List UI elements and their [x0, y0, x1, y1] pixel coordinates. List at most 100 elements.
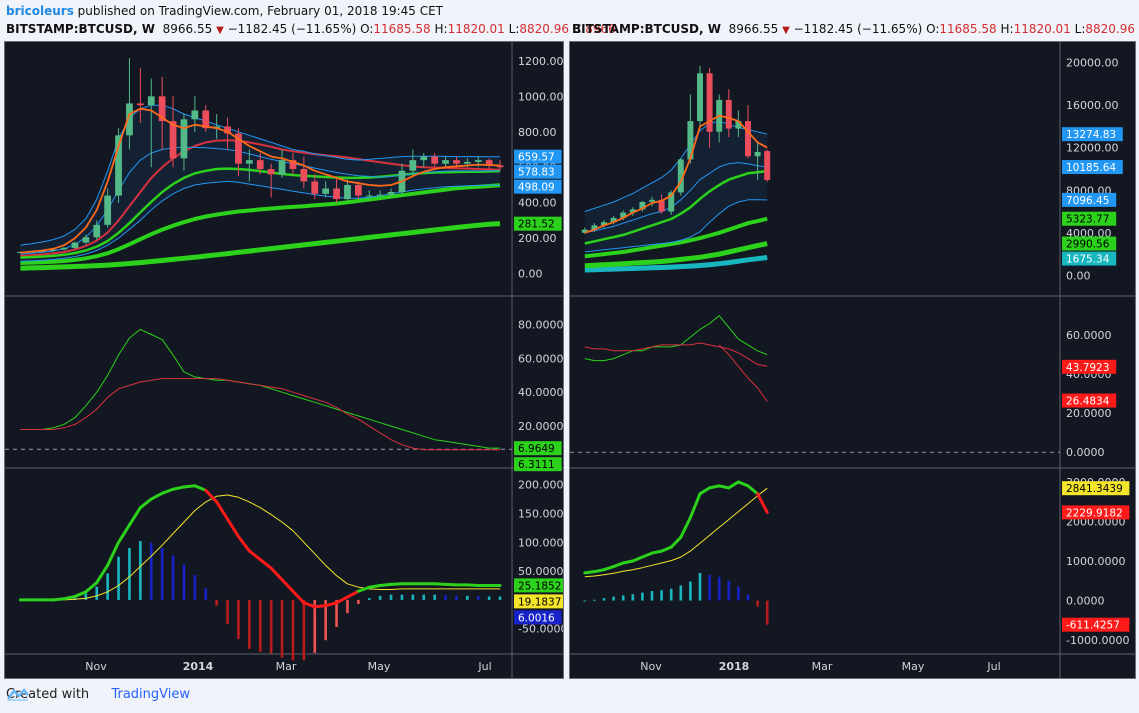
- macd-line-segment: [717, 484, 731, 490]
- macd-histogram-bar: [669, 588, 673, 601]
- macd-histogram-bar: [237, 599, 240, 640]
- candle-body: [256, 160, 264, 169]
- macd-histogram-bar: [660, 590, 663, 601]
- candle-body: [485, 160, 493, 166]
- macd-line-segment: [106, 540, 121, 567]
- macd-label: 6.0016: [518, 612, 555, 624]
- time-tick: May: [902, 660, 925, 673]
- macd-tick: 150.0000: [518, 507, 563, 520]
- macd-line-segment: [602, 565, 616, 572]
- chart-right[interactable]: 20000.00 16000.00 12000.00 8000.00 4000.00 0.…: [569, 41, 1136, 679]
- macd-line-segment: [171, 485, 186, 491]
- macd-line-segment: [444, 582, 458, 587]
- candle-body: [49, 249, 57, 251]
- dmi-label: 43.7923: [1066, 362, 1109, 374]
- dmi-plus-line: [584, 315, 768, 362]
- price-label-bg: [1062, 211, 1117, 226]
- author-link[interactable]: bricoleurs: [6, 4, 74, 18]
- macd-histogram-bar: [269, 599, 273, 654]
- price-label-bg: [514, 164, 562, 179]
- macd-histogram-bar: [128, 548, 131, 600]
- legend-symbol[interactable]: BITSTAMP:BTCUSD, W: [572, 22, 721, 36]
- bb-lower-line: [20, 180, 501, 262]
- candle-body: [706, 73, 713, 132]
- dmi-tick: 60.0000: [518, 352, 563, 365]
- macd-label: 2229.9182: [1066, 507, 1123, 519]
- tradingview-link[interactable]: TradingView: [111, 687, 190, 702]
- macd-line-segment: [324, 601, 339, 608]
- price-tick: 20000.00: [1066, 57, 1119, 70]
- price-label-bg: [1062, 236, 1117, 251]
- legend-high: 11820.01: [447, 22, 505, 36]
- candle-body: [82, 237, 90, 243]
- macd-signal-line: [20, 494, 501, 601]
- candle-body: [245, 160, 253, 164]
- time-tick: Mar: [812, 660, 833, 673]
- candle-body: [376, 194, 384, 196]
- macd-histogram-bar: [193, 575, 197, 600]
- sma-teal-line: [584, 255, 768, 273]
- macd-line-segment: [736, 480, 750, 488]
- candle-body: [442, 160, 449, 164]
- dmi-minus-line: [584, 342, 768, 367]
- macd-histogram-bar: [149, 542, 153, 600]
- macd-histogram-bar: [689, 581, 692, 601]
- price-label: 659.57: [518, 152, 555, 164]
- candle-body: [60, 247, 68, 250]
- candle-body: [267, 169, 275, 175]
- macd-line-segment: [258, 558, 273, 570]
- macd-line-segment: [669, 535, 683, 549]
- chart-left-svg[interactable]: 1200.001000.00800.00600.00400.00200.000.…: [5, 42, 563, 678]
- legend-h-label: H:: [434, 22, 448, 36]
- price-label: 13274.83: [1066, 129, 1116, 141]
- macd-line-segment: [247, 549, 262, 562]
- price-tick: 200.00: [518, 232, 557, 245]
- legend-symbol[interactable]: BITSTAMP:BTCUSD, W: [6, 22, 155, 36]
- dmi-tick: 40.0000: [518, 386, 563, 399]
- candle-body: [278, 160, 286, 175]
- macd-histogram-bar: [335, 599, 338, 627]
- candle-body: [453, 160, 460, 164]
- macd-line-segment: [650, 549, 664, 555]
- candle-body: [735, 121, 742, 129]
- sma-red-line: [20, 139, 501, 257]
- candle-body: [126, 103, 133, 136]
- macd-histogram-bar: [498, 596, 502, 600]
- macd-histogram-bar: [95, 586, 99, 600]
- dmi-label-bg: [514, 441, 562, 456]
- macd-label-bg: [514, 610, 562, 625]
- dmi-second-red-line: [718, 344, 768, 402]
- dmi-label: 6.3111: [518, 459, 555, 471]
- candle-body: [300, 169, 308, 182]
- legend-high: 11820.01: [1013, 22, 1071, 36]
- macd-histogram-bar: [444, 595, 447, 600]
- macd-histogram-bar: [717, 576, 721, 601]
- candle-body: [658, 199, 665, 212]
- candle-body: [677, 159, 684, 193]
- macd-line-segment: [84, 581, 99, 594]
- macd-line-segment: [708, 484, 721, 490]
- price-label: 578.83: [518, 167, 555, 179]
- chart-left[interactable]: 1200.001000.00800.00600.00400.00200.000.…: [4, 41, 564, 679]
- macd-line-segment: [149, 491, 164, 501]
- candle-body: [354, 184, 362, 196]
- legend-open: 11685.58: [373, 22, 431, 36]
- macd-line-segment: [621, 559, 635, 565]
- publish-text: published on TradingView.com, February 0…: [77, 4, 444, 18]
- candle-body: [764, 151, 771, 180]
- macd-line-segment: [160, 487, 175, 495]
- candle-body: [333, 188, 340, 200]
- macd-line-segment: [389, 582, 404, 586]
- sma-200-line: [584, 241, 768, 269]
- chart-right-svg[interactable]: 20000.0016000.0012000.008000.004000.000.…: [570, 42, 1135, 678]
- candle-body: [191, 110, 199, 120]
- macd-tick: 50.0000: [518, 565, 563, 578]
- bb-lower-line: [584, 199, 768, 253]
- price-label: 10185.64: [1066, 162, 1116, 174]
- price-tick: 12000.00: [1066, 142, 1119, 155]
- macd-histogram-bar: [612, 596, 615, 601]
- macd-histogram-bar: [621, 595, 625, 601]
- macd-label-bg: [514, 594, 563, 609]
- macd-tick: -50.0000: [518, 623, 563, 636]
- candle-body: [601, 222, 607, 226]
